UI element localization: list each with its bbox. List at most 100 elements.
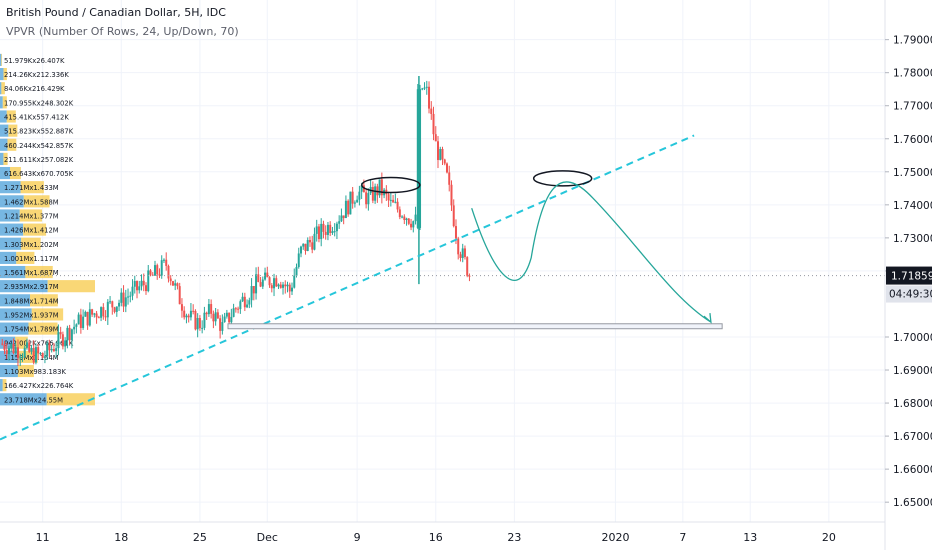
candle-body [221,322,224,331]
candle-body [187,315,190,318]
candle-body [282,284,285,288]
candle-body [365,192,368,205]
vp-down-bar [19,209,43,222]
x-tick-label: Dec [257,531,278,544]
candle-body [252,286,255,294]
x-tick-label: 13 [743,531,757,544]
candle-body [378,179,381,196]
vp-down-bar [21,237,41,250]
candle-body [216,312,219,319]
vp-down-bar [2,379,7,392]
candle-body [104,316,107,318]
trendline [0,134,695,441]
candle-body [315,226,318,234]
vp-row-label: 51.979Kx26.407K [4,57,65,65]
candle-body [68,327,71,341]
y-tick-label: 1.76000 [893,134,932,146]
indicator-label[interactable]: VPVR (Number Of Rows, 24, Up/Down, 70) [6,25,239,38]
vp-down-bar [47,280,95,293]
candle-body [95,313,98,318]
top-ellipse [532,170,593,187]
candle-body [239,301,242,310]
y-tick-label: 1.69000 [893,365,932,377]
candle-body [1,343,4,345]
vp-up-bar [0,308,32,321]
candle-body [243,296,246,308]
candle-body [120,292,123,303]
candle-body [374,186,377,201]
candle-body [261,279,264,287]
vp-down-bar [28,322,58,335]
y-tick-label: 1.67000 [893,431,932,443]
vp-row-label: 23.718Mx24.55M [4,396,63,404]
candle-body [335,223,338,232]
countdown-badge [886,285,932,303]
candle-body [299,246,302,254]
candle-body [434,134,437,142]
vp-up-bar [0,166,11,180]
candle-body [425,86,428,88]
candle-body [97,317,100,319]
candle-body [113,307,116,312]
candle-body [37,347,40,354]
candle-body [463,248,466,258]
candle-body [145,285,148,292]
candle-body [428,86,431,109]
candle-body [34,347,37,363]
candle-body [185,315,188,318]
vp-up-bar [0,195,24,208]
candle-body [326,224,329,235]
vp-down-bar [16,251,35,264]
vp-up-bar [0,223,24,236]
candle-body [32,347,35,363]
vp-down-bar [6,110,16,123]
candle-body [48,343,51,351]
vp-up-bar [0,393,47,406]
candle-body [156,265,159,275]
candle-body [198,318,201,329]
candle-body [295,267,298,276]
countdown-text: 04:49:30 [889,289,932,301]
x-tick-label: 11 [36,531,50,544]
candle-body [387,194,390,201]
candle-body [291,287,294,292]
candle-body [169,278,172,282]
candle-body [39,353,42,355]
candle-body [55,348,58,352]
candle-body [77,314,80,325]
candle-body [410,223,413,228]
candle-body [279,284,282,288]
vp-row-label: 460.244Kx542.857K [4,142,74,150]
candle-body [461,248,464,258]
candle-body [228,312,231,323]
candle-body [317,226,320,240]
candle-body [232,308,235,317]
vp-up-bar [0,237,22,250]
candle-body [43,356,46,358]
candle-body [331,231,334,233]
symbol-title[interactable]: British Pound / Canadian Dollar, 5H, IDC [6,6,226,19]
vp-row-label: 1.214Mx1.377M [4,212,59,220]
candle-body [468,275,471,277]
vp-row-label: 214.26Kx212.336K [4,71,69,79]
candle-body [7,348,10,355]
vp-down-bar [23,223,47,236]
candle-body [14,347,17,354]
vp-down-bar [30,294,58,307]
candle-body [219,318,222,331]
candle-body [205,312,208,315]
candle-body [405,218,408,221]
projection-path [471,181,712,323]
candle-body [225,312,228,317]
candle-body [344,200,347,219]
candle-body [23,347,26,357]
candle-body [93,313,96,315]
candle-body [149,270,152,275]
candle-body [127,296,130,298]
price-badges: 1.71859 04:49:30 [886,266,932,303]
candle-body [61,334,64,347]
vp-up-bar [0,322,29,335]
candle-body [439,148,442,160]
vp-up-bar [0,110,7,123]
